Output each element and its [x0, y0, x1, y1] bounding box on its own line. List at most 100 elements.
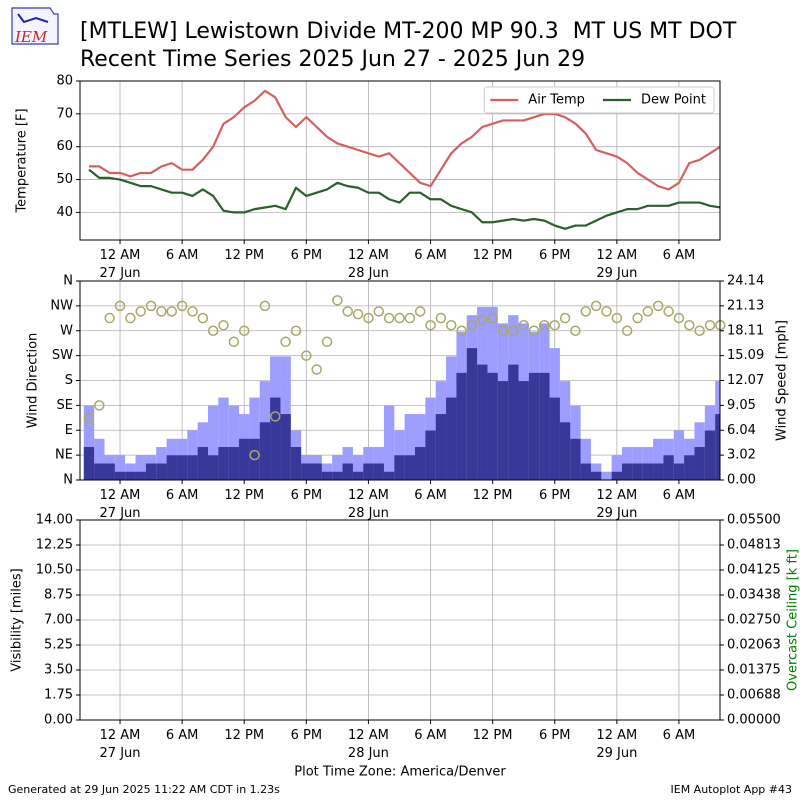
- bar: [487, 372, 498, 480]
- title-line: Recent Time Series 2025 Jun 27 - 2025 Ju…: [80, 47, 585, 72]
- point: [394, 312, 405, 324]
- legend-label: Dew Point: [641, 93, 706, 108]
- bar: [259, 422, 271, 480]
- point: [414, 306, 426, 317]
- legend-label: Air Temp: [528, 93, 585, 108]
- x-tick-label: 12 PM: [472, 728, 513, 743]
- x-tick-label: 6 AM: [165, 248, 199, 263]
- point: [94, 400, 105, 411]
- y-tick-label: S: [65, 373, 73, 388]
- bar: [415, 414, 426, 480]
- point: [125, 312, 136, 324]
- bar: [114, 471, 126, 480]
- point: [321, 336, 333, 348]
- bar: [218, 447, 229, 480]
- y-axis-label: Visibility [miles]: [10, 568, 25, 671]
- bar: [611, 455, 623, 480]
- y2-tick-label: 0.05500: [727, 513, 781, 528]
- bar: [404, 455, 416, 480]
- x-tick-label: 6 PM: [290, 488, 323, 503]
- bar: [383, 405, 395, 480]
- bar: [580, 438, 591, 480]
- x-tick-label: 12 AM 27 Jun: [99, 488, 141, 521]
- x-tick-label: 6 AM: [165, 728, 199, 743]
- y2-tick-label: 0.00: [727, 473, 756, 488]
- legend: Air Temp Dew Point: [483, 86, 715, 114]
- bar: [570, 438, 581, 480]
- y-tick-label: 8.75: [44, 588, 73, 603]
- x-tick-label: 6 PM: [290, 728, 323, 743]
- x-tick-label: 6 AM: [414, 488, 447, 503]
- point: [435, 312, 447, 324]
- y-tick-label: 1.75: [44, 688, 73, 703]
- bar: [632, 463, 643, 480]
- x-tick-label: 6 AM: [414, 248, 447, 263]
- y-tick-label: 80: [56, 74, 73, 89]
- y-tick-label: E: [65, 423, 73, 438]
- point: [197, 312, 209, 324]
- bar: [653, 438, 664, 480]
- y2-tick-label: 0.01375: [727, 663, 781, 678]
- bar: [176, 455, 188, 480]
- bar: [94, 463, 105, 480]
- point: [684, 319, 695, 331]
- point: [539, 319, 550, 331]
- bar: [352, 471, 364, 480]
- y2-tick-label: 9.05: [727, 398, 756, 413]
- bar: [280, 414, 291, 480]
- plot-frame: [79, 80, 721, 241]
- point: [383, 312, 395, 324]
- x-tick-label: 12 AM 29 Jun: [596, 488, 638, 521]
- bar: [166, 455, 177, 480]
- bar: [425, 430, 436, 480]
- bar: [94, 438, 105, 480]
- bar: [187, 455, 198, 480]
- bar: [104, 463, 115, 480]
- y-tick-label: 50: [56, 172, 73, 187]
- point: [632, 312, 643, 324]
- y2-axis-label: Wind Speed [mph]: [775, 320, 790, 441]
- y2-tick-label: 0.00688: [727, 688, 781, 703]
- y2-tick-label: 21.13: [727, 298, 764, 313]
- y2-tick-label: 0.04125: [727, 563, 781, 578]
- x-tick-label: 6 AM: [662, 728, 696, 743]
- bar: [456, 372, 467, 480]
- bar: [135, 455, 146, 480]
- x-tick-label: 12 AM 27 Jun: [99, 248, 141, 281]
- point: [280, 336, 291, 348]
- bar: [228, 447, 240, 480]
- point: [497, 325, 509, 336]
- y-tick-label: 10.50: [36, 563, 73, 578]
- point: [135, 306, 146, 317]
- y2-tick-label: 6.04: [727, 423, 756, 438]
- point: [611, 312, 623, 324]
- point: [259, 300, 271, 312]
- y-tick-label: 70: [56, 106, 73, 121]
- x-tick-label: 12 AM 28 Jun: [347, 728, 389, 761]
- point: [673, 312, 685, 324]
- bar: [342, 463, 353, 480]
- x-tick-label: 6 PM: [539, 488, 571, 503]
- point: [373, 306, 385, 317]
- bar: [208, 405, 219, 480]
- point: [83, 412, 95, 424]
- bar: [373, 463, 384, 480]
- point: [332, 295, 343, 306]
- y-tick-label: NE: [55, 448, 73, 463]
- point: [642, 306, 654, 317]
- title-line: [MTLEW] Lewistown Divide MT-200 MP 90.3 …: [80, 19, 737, 44]
- y2-tick-label: 0.00000: [727, 713, 781, 728]
- y2-tick-label: 12.07: [727, 373, 764, 388]
- point: [218, 319, 229, 331]
- point: [187, 306, 198, 317]
- bar: [135, 471, 146, 480]
- y-tick-label: 14.00: [36, 513, 73, 528]
- bar: [694, 447, 705, 480]
- point: [549, 319, 560, 331]
- y-tick-label: NW: [50, 298, 73, 313]
- y-axis-label: Temperature [F]: [15, 108, 30, 213]
- y-tick-label: 5.25: [44, 638, 73, 653]
- x-tick-label: 12 PM: [224, 728, 265, 743]
- bar: [321, 471, 333, 480]
- point: [104, 312, 115, 324]
